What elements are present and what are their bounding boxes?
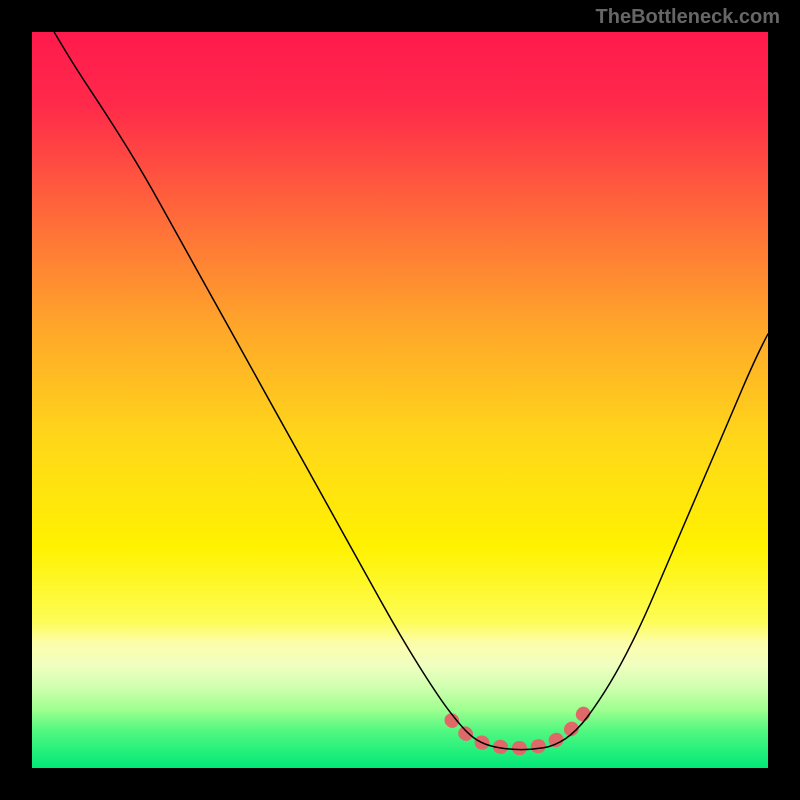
bottleneck-curve: [54, 32, 768, 750]
watermark-text: TheBottleneck.com: [596, 6, 780, 29]
optimal-range-marker: [452, 713, 585, 748]
chart-curve-layer: [32, 32, 768, 768]
bottleneck-chart: [32, 32, 768, 768]
